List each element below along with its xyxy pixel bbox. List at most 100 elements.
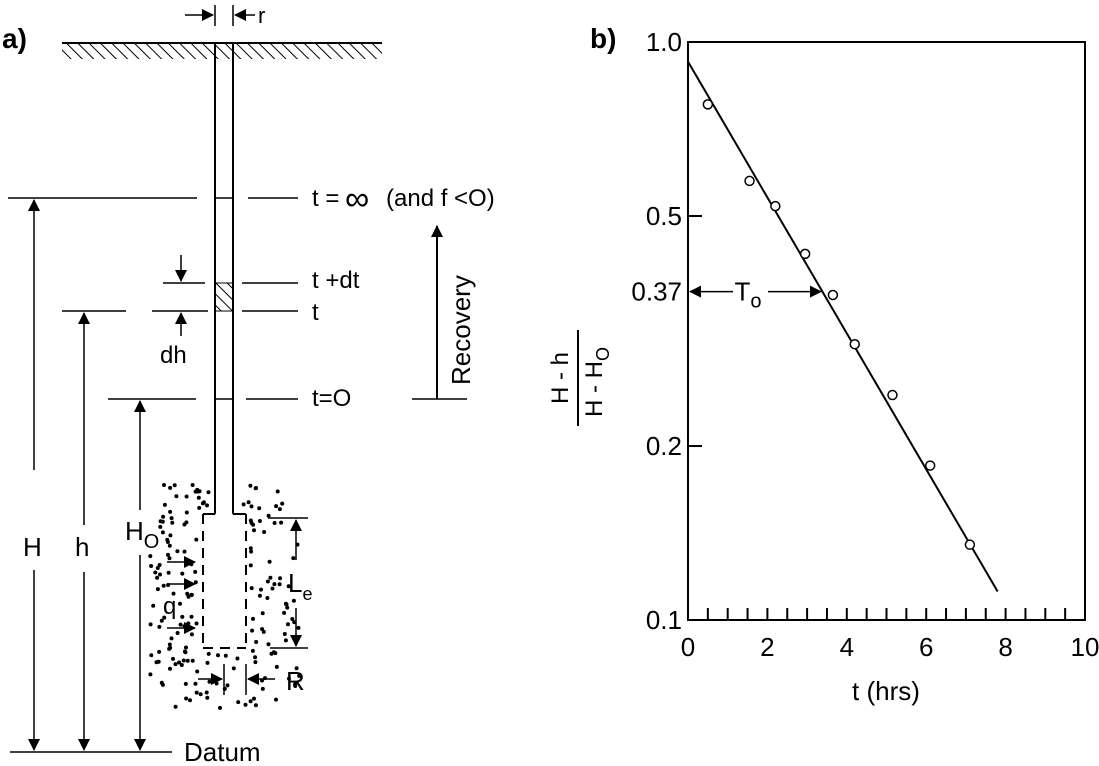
gravel-dot [248, 563, 253, 568]
level-lines [8, 197, 467, 753]
gravel-dot [266, 513, 271, 518]
gravel-dot [178, 622, 183, 627]
panel-b-label: b) [590, 23, 616, 54]
gravel-dot [162, 615, 167, 620]
gravel-dot [257, 519, 262, 523]
dh-label: dh [160, 342, 187, 369]
gravel-dot [253, 660, 258, 665]
data-points [702, 99, 976, 550]
x-tick-label: 4 [840, 632, 854, 662]
gravel-dot [181, 658, 186, 663]
gravel-dot [166, 552, 170, 557]
gravel-dot [180, 571, 185, 576]
gravel-dot [278, 576, 283, 581]
gravel-dot [171, 591, 176, 596]
gravel-dot [249, 504, 254, 509]
gravel-dot [153, 570, 158, 575]
gravel-dot [272, 521, 277, 525]
data-point [744, 175, 755, 187]
gravel-dot [241, 502, 246, 507]
r-dimension [185, 5, 255, 26]
gravel-dot [186, 621, 191, 626]
gravel-dot [148, 622, 153, 627]
well-casing [203, 43, 246, 515]
t-dt-label: t +dt [312, 267, 360, 294]
gravel-dot [294, 666, 299, 671]
gravel-dot [194, 537, 199, 542]
gravel-dot [286, 622, 290, 627]
gravel-dot [205, 660, 210, 665]
Le-label: Le [288, 568, 312, 604]
gravel-dot [204, 690, 209, 695]
gravel-dot [174, 494, 179, 499]
gravel-dot [257, 506, 262, 511]
gravel-dot [161, 514, 166, 519]
gravel-dot [205, 695, 210, 700]
data-point [827, 289, 839, 301]
well-intake-screen [202, 514, 247, 649]
gravel-dot [291, 598, 296, 603]
gravel-dot [155, 566, 160, 570]
y-tick-label: 0.1 [646, 605, 682, 635]
gravel-dot [194, 621, 199, 626]
gravel-dot [179, 663, 184, 667]
gravel-dot [277, 507, 282, 512]
t0-label: t=O [312, 385, 351, 412]
gravel-dot [207, 679, 212, 684]
gravel-dot [250, 628, 255, 633]
gravel-dot [168, 666, 172, 671]
gravel-dot [190, 483, 195, 487]
q-label: q [163, 593, 176, 620]
gravel-dot [284, 602, 289, 607]
r-label: r [258, 3, 265, 28]
gravel-dot [175, 631, 180, 635]
gravel-dot [182, 649, 187, 654]
gravel-dot [184, 645, 188, 650]
gravel-dot [274, 664, 279, 669]
gravel-dot [158, 519, 163, 524]
ground-surface [62, 42, 382, 59]
y-tick-label: 0.5 [646, 201, 682, 231]
axis-ticks [688, 214, 1067, 620]
gravel-dot [275, 489, 280, 494]
gravel-dot [195, 669, 200, 674]
gravel-dot [248, 483, 253, 488]
gravel-dot [257, 593, 262, 598]
y-tick-labels: 1.0 0.5 0.2 0.1 [646, 27, 682, 635]
gravel-dot [185, 591, 190, 596]
gravel-dot [160, 530, 165, 535]
Le-dimension [268, 517, 308, 649]
gravel-dot [165, 540, 170, 544]
gravel-dot [246, 500, 251, 505]
gravel-dot [177, 660, 182, 665]
gravel-dot [172, 483, 177, 488]
panel-b: b) 1.0 0.5 0.2 0.1 0 2 4 6 8 10 H - h H - HO t (… [547, 23, 1099, 706]
gravel-dot [184, 510, 189, 515]
gravel-dot [243, 702, 248, 707]
gravel-dot [148, 672, 153, 677]
plot-frame [687, 41, 1086, 621]
gravel-dot [253, 655, 258, 660]
panel-a: a) r [2, 3, 495, 766]
datum-label: Datum [184, 737, 261, 766]
gravel-dot [156, 659, 161, 664]
gravel-dot [158, 572, 162, 577]
y-label-denominator: H - HO [581, 347, 613, 417]
gravel-dot [285, 605, 290, 610]
gravel-dot [280, 501, 285, 506]
gravel-dot [167, 556, 172, 561]
recovery-label: Recovery [446, 275, 476, 385]
gravel-dot [262, 530, 267, 534]
gravel-dot [149, 564, 154, 568]
gravel-dot [282, 632, 287, 636]
gravel-dot [269, 651, 274, 656]
H-label: H [23, 532, 42, 562]
gravel-dot [253, 486, 258, 491]
gravel-dot [274, 697, 278, 702]
gravel-dot [178, 601, 182, 606]
gravel-dot [268, 575, 273, 580]
gravel-dot [168, 533, 173, 538]
gravel-dot [223, 653, 228, 658]
gravel-dot [290, 617, 295, 621]
